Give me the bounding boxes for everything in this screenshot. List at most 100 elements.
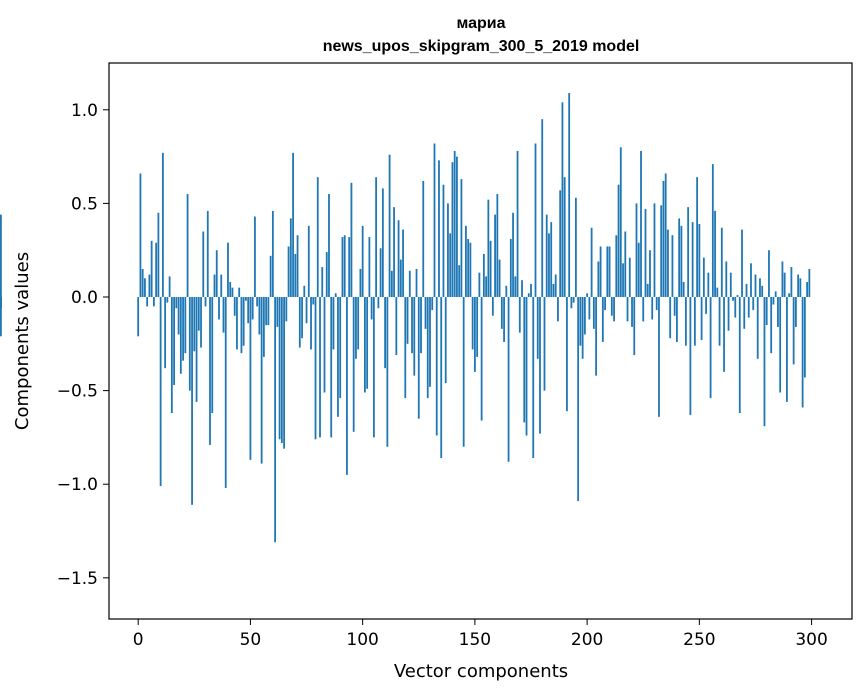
bar-162 <box>500 297 503 329</box>
bar-220 <box>631 297 633 327</box>
y-tick-label: −1.5 <box>57 569 98 589</box>
x-axis-ticks: 0 50 100 150 200 250 300 <box>133 619 828 650</box>
bar-278 <box>761 285 764 297</box>
bar-146 <box>465 225 467 298</box>
bar-123 <box>413 297 416 376</box>
bar-150 <box>473 297 476 372</box>
bar-261 <box>723 297 725 372</box>
y-tick-label: 1.0 <box>71 101 98 121</box>
bar-108 <box>379 248 382 297</box>
bar-82 <box>321 267 324 297</box>
bar-205 <box>597 261 600 298</box>
bar-186 <box>554 274 557 297</box>
bar-200 <box>586 293 589 297</box>
bar-113 <box>390 270 393 298</box>
bar-145 <box>462 297 465 447</box>
x-tick-label: 0 <box>133 630 144 650</box>
bar-142 <box>456 156 458 297</box>
bar-285 <box>777 297 779 327</box>
bar-185 <box>552 283 555 297</box>
bar-30 <box>204 297 207 307</box>
bar-271 <box>745 283 748 297</box>
bar-218 <box>626 297 629 322</box>
bar-264 <box>729 272 732 298</box>
bar-247 <box>691 222 694 297</box>
bar-74 <box>303 285 306 297</box>
bar-152 <box>478 272 481 298</box>
bar-228 <box>649 250 651 298</box>
bar-180 <box>541 119 544 298</box>
x-tick-label: 200 <box>571 630 603 650</box>
bar-262 <box>725 261 728 298</box>
bar-203 <box>592 297 595 329</box>
bar-59 <box>269 255 272 298</box>
chart-title-line2: news_upos_skipgram_300_5_2019 model <box>323 38 640 55</box>
bar-1 <box>139 173 142 298</box>
bar-139 <box>449 233 452 298</box>
bar-296 <box>801 297 804 408</box>
bar-19 <box>179 297 182 374</box>
bar-37 <box>220 274 223 297</box>
bar-64 <box>280 297 283 444</box>
bar-22 <box>186 194 189 297</box>
bar-112 <box>388 154 391 298</box>
bar-187 <box>557 297 559 322</box>
bar-116 <box>397 220 400 297</box>
bar-256 <box>711 164 714 298</box>
bar-69 <box>292 152 294 298</box>
bar-46 <box>240 297 243 354</box>
bar-119 <box>404 297 407 399</box>
bar-91 <box>341 237 344 298</box>
bar-173 <box>525 297 528 436</box>
bar-204 <box>595 297 597 376</box>
bar-36 <box>218 297 220 320</box>
bar-40 <box>227 242 229 298</box>
bar-254 <box>707 272 710 298</box>
bar-65 <box>283 297 285 449</box>
bar-143 <box>458 265 461 297</box>
bar-272 <box>747 297 750 318</box>
bar-237 <box>669 297 672 339</box>
bar-148 <box>469 242 472 298</box>
bar-45 <box>238 287 241 298</box>
bar-234 <box>662 180 665 298</box>
bar-25 <box>193 297 196 352</box>
bar-55 <box>260 297 263 464</box>
bar-51 <box>251 297 254 320</box>
bar-299 <box>808 268 811 298</box>
bar-281 <box>768 250 770 298</box>
bar-undefined <box>0 214 2 298</box>
bar-258 <box>716 287 719 298</box>
bar-276 <box>756 297 759 359</box>
bar-163 <box>503 297 505 342</box>
bar-29 <box>202 231 205 297</box>
bar-94 <box>348 237 351 298</box>
bar-206 <box>599 246 602 298</box>
bar-88 <box>334 293 337 297</box>
bar-270 <box>743 297 746 329</box>
bar-255 <box>709 297 712 399</box>
bar-277 <box>759 278 761 298</box>
bar-184 <box>550 222 553 297</box>
bar-298 <box>806 282 809 298</box>
bar-249 <box>696 177 699 298</box>
bar-176 <box>532 297 535 459</box>
bar-282 <box>770 297 773 354</box>
bar-47 <box>242 297 245 346</box>
bar-93 <box>346 297 348 475</box>
bar-54 <box>258 297 261 335</box>
bar-73 <box>301 297 303 339</box>
bar-215 <box>619 147 622 297</box>
bar-131 <box>431 297 434 311</box>
bar-246 <box>689 297 692 415</box>
bar-199 <box>583 297 586 335</box>
bar-294 <box>797 274 800 297</box>
bar-42 <box>231 287 234 298</box>
bar-101 <box>364 297 366 393</box>
bar-43 <box>233 297 236 316</box>
bar-174 <box>527 293 530 297</box>
bar-286 <box>779 297 782 393</box>
bar-229 <box>651 297 654 320</box>
bar-79 <box>314 297 317 440</box>
bar-68 <box>289 218 292 298</box>
